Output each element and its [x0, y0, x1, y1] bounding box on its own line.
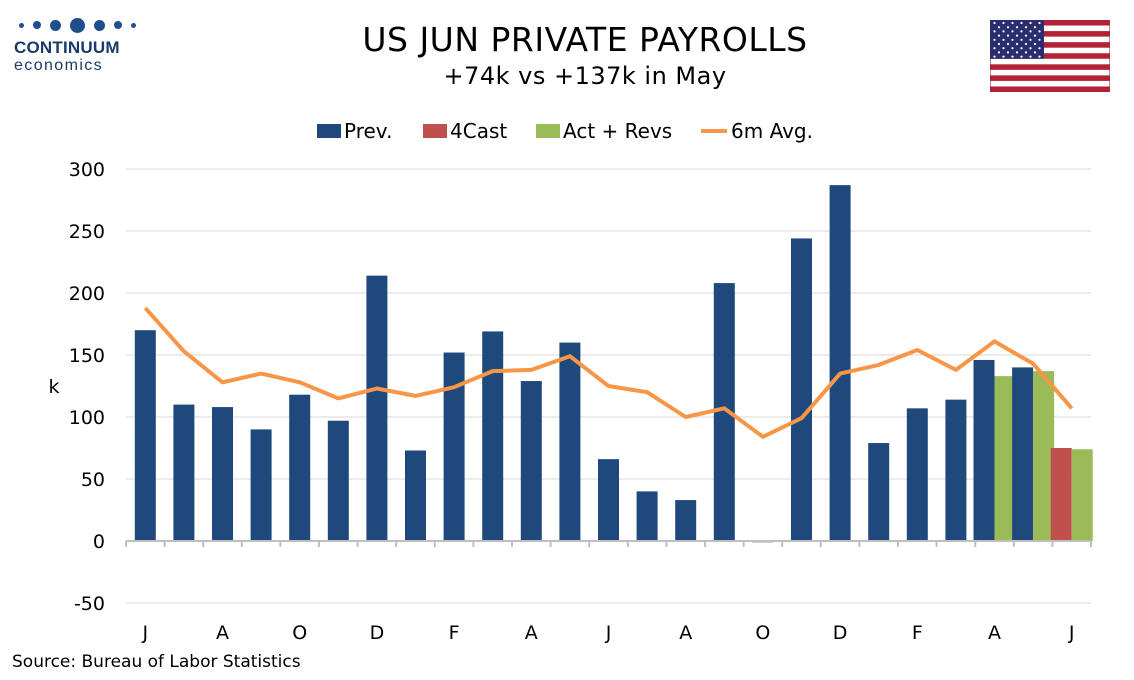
logo-subtitle: economics: [14, 57, 104, 74]
bar-prev: [906, 408, 928, 541]
bar-4cast: [1050, 448, 1072, 541]
bar-prev: [134, 330, 156, 541]
legend-label-act-revs: Act + Revs: [563, 119, 672, 143]
bar-prev: [173, 404, 195, 541]
x-tick-label: D: [370, 622, 385, 644]
y-tick-label: 250: [69, 221, 105, 243]
y-tick-label: 0: [93, 531, 105, 553]
line-6m-avg: [143, 306, 1074, 439]
y-tick-label: -50: [74, 593, 105, 615]
logo-name: CONTINUUM: [14, 38, 120, 57]
bar-prev: [289, 394, 311, 541]
x-tick-label: A: [988, 622, 1001, 644]
legend-swatch-act-revs: [536, 124, 560, 138]
bar-prev: [366, 275, 388, 541]
bar-prev: [212, 407, 233, 541]
bar-act-revs: [1071, 449, 1093, 541]
x-tick-label: J: [1068, 622, 1075, 644]
bar-prev: [327, 420, 349, 541]
x-tick-label: A: [679, 622, 692, 644]
bar-prev: [791, 238, 812, 541]
bar-prev: [598, 459, 619, 541]
y-tick-label: 150: [69, 345, 105, 367]
x-tick-label: J: [605, 622, 612, 644]
logo: CONTINUUM economics: [14, 14, 144, 75]
bar-prev: [559, 342, 581, 541]
bar-prev: [675, 500, 697, 541]
x-tick-label: A: [525, 622, 538, 644]
bar-prev: [636, 491, 658, 541]
bar-prev: [713, 283, 735, 541]
bar-prev: [520, 381, 542, 541]
x-tick-label: F: [449, 622, 460, 644]
x-tick-label: D: [833, 622, 848, 644]
y-tick-label: 50: [81, 469, 105, 491]
legend-swatch-prev: [317, 124, 341, 138]
x-tick-label: O: [755, 622, 770, 644]
bar-prev: [482, 331, 504, 541]
bar-act-revs: [994, 376, 1016, 541]
bar-act-revs: [1033, 371, 1055, 541]
legend-swatch-4cast: [423, 124, 447, 138]
x-tick-label: A: [216, 622, 229, 644]
bar-prev: [973, 359, 995, 541]
legend-label-4cast: 4Cast: [450, 119, 507, 143]
y-axis-label: k: [48, 376, 59, 398]
bar-prev: [405, 450, 426, 541]
logo-dots-icon: [14, 14, 144, 36]
bar-prev: [829, 185, 851, 541]
us-flag-icon: [990, 20, 1110, 92]
x-tick-label: J: [141, 622, 148, 644]
source-note: Source: Bureau of Labor Statistics: [12, 652, 301, 672]
y-tick-label: 200: [69, 283, 105, 305]
x-tick-label: O: [292, 622, 307, 644]
legend-label-6m-avg: 6m Avg.: [731, 119, 813, 143]
bar-prev: [443, 352, 465, 541]
y-tick-label: 300: [69, 159, 105, 181]
chart-subtitle: +74k vs +137k in May: [443, 62, 727, 90]
bar-prev: [1012, 367, 1034, 541]
x-tick-label: F: [912, 622, 923, 644]
chart-title: US JUN PRIVATE PAYROLLS: [362, 20, 808, 59]
legend-label-prev: Prev.: [344, 119, 392, 143]
bar-prev: [250, 429, 272, 541]
bar-prev: [945, 399, 967, 541]
bar-prev: [868, 443, 890, 541]
y-tick-label: 100: [69, 407, 105, 429]
